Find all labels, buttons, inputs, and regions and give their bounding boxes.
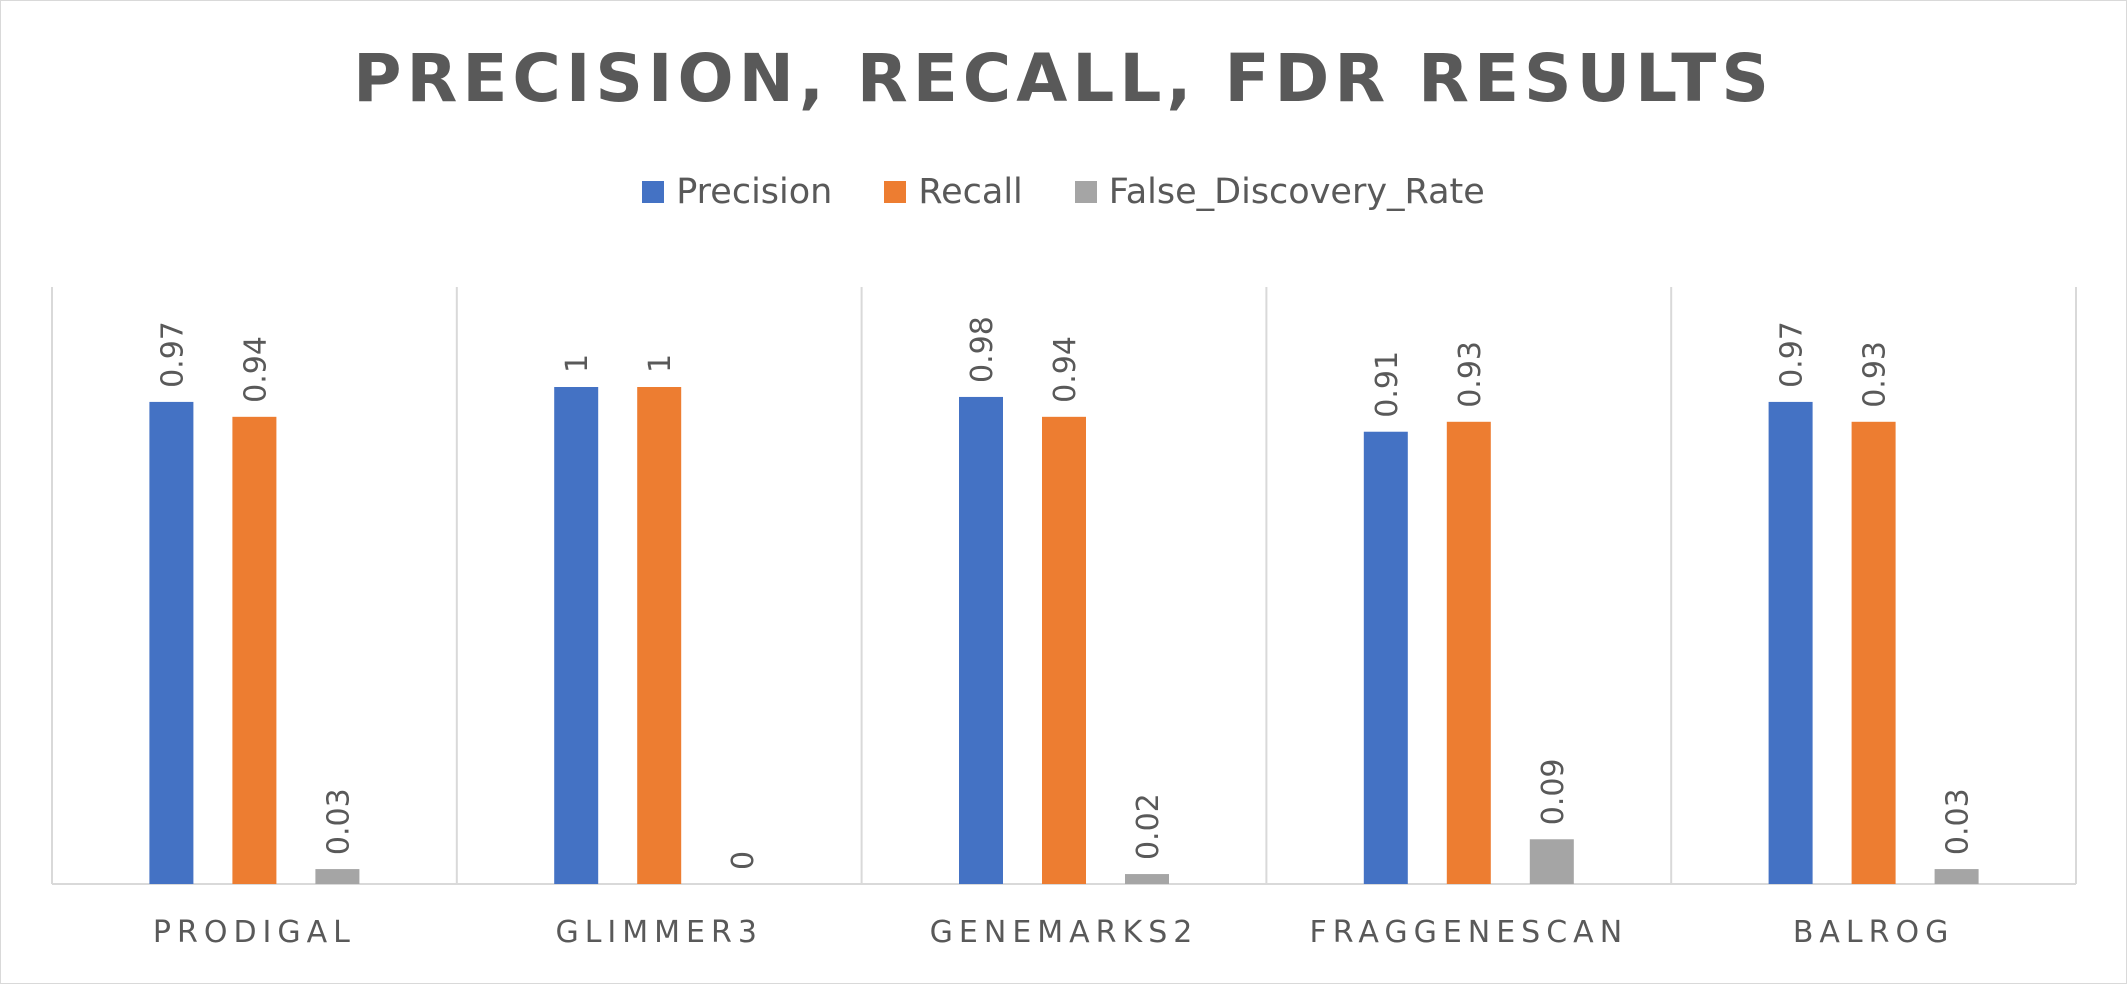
data-label: 1 bbox=[560, 354, 595, 373]
legend-label: Precision bbox=[676, 172, 833, 212]
category-label: FRAGGENESCAN bbox=[1309, 915, 1628, 950]
bar-recall bbox=[1851, 421, 1896, 884]
legend-item-precision: Precision bbox=[642, 172, 832, 212]
data-label: 0.09 bbox=[1536, 758, 1571, 825]
data-label: 0.03 bbox=[321, 788, 356, 855]
chart-title: PRECISION, RECALL, FDR RESULTS bbox=[353, 40, 1774, 117]
category-label: BALROG bbox=[1793, 915, 1955, 950]
bar-recall bbox=[232, 416, 277, 884]
bar-precision bbox=[554, 387, 599, 884]
data-label: 0 bbox=[726, 851, 761, 870]
data-label: 0.94 bbox=[238, 336, 273, 403]
legend-item-false-discovery-rate: False_Discovery_Rate bbox=[1074, 172, 1485, 212]
bar-precision bbox=[959, 396, 1003, 884]
bar-recall bbox=[1446, 421, 1491, 884]
data-label: 0.03 bbox=[1941, 788, 1976, 855]
bar-precision bbox=[1363, 431, 1408, 884]
category-label: GENEMARKS2 bbox=[930, 915, 1199, 950]
data-label: 0.91 bbox=[1370, 351, 1405, 418]
legend-swatch bbox=[884, 181, 907, 203]
data-label: 0.94 bbox=[1048, 336, 1083, 403]
bar-false-discovery-rate bbox=[1529, 839, 1574, 884]
data-label: 0.93 bbox=[1858, 341, 1893, 408]
data-label: 0.98 bbox=[965, 316, 1000, 383]
legend-item-recall: Recall bbox=[884, 172, 1023, 212]
data-label: 0.93 bbox=[1453, 341, 1488, 408]
data-label: 1 bbox=[643, 354, 678, 373]
bar-recall bbox=[1042, 416, 1086, 884]
bar-false-discovery-rate bbox=[1125, 874, 1169, 884]
legend-swatch bbox=[1074, 181, 1097, 203]
data-label: 0.02 bbox=[1131, 793, 1166, 860]
legend: Precision Recall False_Discovery_Rate bbox=[0, 172, 2127, 212]
bar-false-discovery-rate bbox=[315, 869, 360, 884]
data-label: 0.97 bbox=[155, 321, 190, 388]
legend-label: False_Discovery_Rate bbox=[1108, 172, 1485, 212]
legend-label: Recall bbox=[918, 172, 1023, 212]
bar-false-discovery-rate bbox=[1934, 869, 1979, 884]
legend-swatch bbox=[642, 181, 665, 203]
bar-precision bbox=[1768, 401, 1813, 884]
data-label: 0.97 bbox=[1775, 321, 1810, 388]
category-label: GLIMMER3 bbox=[555, 915, 762, 950]
bar-recall bbox=[637, 387, 682, 884]
category-label: PRODIGAL bbox=[153, 915, 356, 950]
bar-precision bbox=[149, 401, 194, 884]
